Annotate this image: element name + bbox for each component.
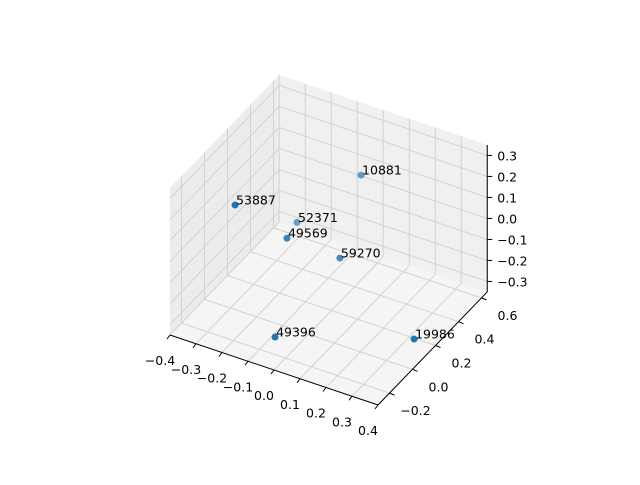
grid-line-x xyxy=(169,221,280,336)
data-point xyxy=(271,333,279,341)
x-tick-label: 0.3 xyxy=(332,414,352,429)
y-tick-mark xyxy=(435,345,441,348)
point-label: 49569 xyxy=(288,226,328,241)
grid-line-x xyxy=(325,274,436,388)
grid-line-y xyxy=(204,298,413,370)
grid-line-y xyxy=(227,275,436,346)
x-tick-mark xyxy=(322,387,327,392)
data-point xyxy=(410,335,418,343)
z-tick-label: −0.3 xyxy=(497,274,527,289)
x-tick-label: 0.0 xyxy=(254,388,274,403)
x-tick-label: 0.4 xyxy=(358,423,378,438)
x-tick-label: −0.2 xyxy=(197,371,227,386)
x-tick-mark xyxy=(296,378,301,384)
grid-line-x xyxy=(299,265,410,380)
grid-line-z xyxy=(169,169,280,283)
x-tick-label: −0.1 xyxy=(223,379,253,394)
x-tick-label: −0.3 xyxy=(171,362,201,377)
x-tick-mark xyxy=(218,352,223,357)
y-tick-label: 0.6 xyxy=(498,308,518,323)
x-tick-label: 0.1 xyxy=(280,397,300,412)
grid-line-z xyxy=(169,85,280,199)
z-tick-label: 0.1 xyxy=(497,190,517,205)
grid-line-z xyxy=(169,190,280,304)
tick-labels: −0.4−0.3−0.2−0.10.00.10.20.30.4−0.20.00.… xyxy=(145,148,528,438)
grid-line-z xyxy=(279,84,488,156)
data-point xyxy=(283,234,291,242)
y-tick-mark xyxy=(412,368,418,372)
grid-line-x xyxy=(273,256,384,371)
grid-line-y xyxy=(181,322,390,394)
x-tick-mark xyxy=(192,343,197,349)
x-tick-label: −0.4 xyxy=(145,353,175,368)
x-tick-label: 0.2 xyxy=(306,406,326,421)
grid-line-y xyxy=(273,227,482,299)
x-tick-mark xyxy=(348,395,353,401)
grid-line-y xyxy=(250,251,459,323)
grid-line-z xyxy=(279,105,488,177)
x-tick-mark xyxy=(166,334,171,340)
point-label: 59270 xyxy=(341,246,381,261)
x-tick-mark xyxy=(374,404,379,410)
grid-line-z xyxy=(169,106,280,220)
x-tick-mark xyxy=(270,369,275,375)
data-point xyxy=(293,218,301,226)
z-tick-label: −0.1 xyxy=(497,232,527,247)
data-point xyxy=(357,171,365,179)
grid-line-z xyxy=(169,148,280,262)
data-point xyxy=(231,201,239,209)
z-tick-label: −0.2 xyxy=(497,253,527,268)
grid-line-x xyxy=(351,282,462,397)
y-axis-line xyxy=(377,291,488,406)
point-label: 52371 xyxy=(298,210,338,225)
y-tick-mark xyxy=(389,392,395,396)
grid-line-z xyxy=(279,168,488,240)
grid-line-z xyxy=(279,147,488,219)
grid-line-z xyxy=(169,127,280,241)
grid-lines xyxy=(169,74,488,406)
grid-line-x xyxy=(247,247,358,362)
z-tick-label: 0.2 xyxy=(497,169,517,184)
grid-line-z xyxy=(169,211,280,325)
grid-line-x xyxy=(195,230,306,345)
point-label: 49396 xyxy=(276,324,316,339)
z-tick-label: 0.0 xyxy=(497,211,517,226)
y-tick-label: −0.2 xyxy=(400,403,430,418)
grid-line-z xyxy=(279,126,488,198)
x-tick-mark xyxy=(244,360,249,366)
point-label: 19986 xyxy=(415,326,455,341)
grid-line-z xyxy=(279,210,488,282)
y-tick-label: 0.4 xyxy=(475,332,495,347)
y-tick-mark xyxy=(481,297,487,301)
point-label: 53887 xyxy=(236,193,276,208)
axis-lines xyxy=(166,144,493,410)
grid-line-z xyxy=(279,189,488,261)
z-tick-label: 0.3 xyxy=(497,148,517,163)
point-label: 10881 xyxy=(362,163,402,178)
grid-line-x xyxy=(221,239,332,353)
axes-panes xyxy=(170,74,488,405)
y-tick-mark xyxy=(458,321,464,325)
data-point xyxy=(336,254,344,262)
y-tick-label: 0.0 xyxy=(429,379,449,394)
y-tick-label: 0.2 xyxy=(452,356,472,371)
